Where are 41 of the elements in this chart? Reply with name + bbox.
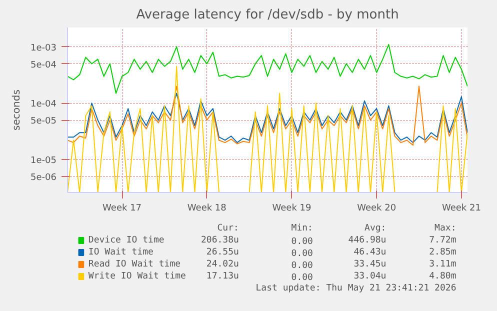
y-tick-label: 1e-04 xyxy=(30,100,57,110)
text: Cur: xyxy=(217,224,239,234)
text: Min: xyxy=(291,224,313,234)
legend-label: Write IO Wait time xyxy=(88,272,186,282)
text: 0.00 xyxy=(291,237,313,247)
y-tick-label: 1e-05 xyxy=(30,156,57,166)
text: 3.11m xyxy=(429,260,456,270)
text: 17.13u xyxy=(206,272,239,282)
y-axis-title: seconds xyxy=(12,90,23,130)
line-series xyxy=(68,86,468,146)
text: 0.00 xyxy=(291,273,313,283)
legend-label: Read IO Wait time xyxy=(88,260,181,270)
text: 2.85m xyxy=(429,248,456,258)
text: 7.72m xyxy=(429,236,456,246)
line-series xyxy=(68,44,468,94)
x-tick-label: Week 19 xyxy=(272,204,312,214)
x-tick-label: Week 21 xyxy=(442,204,481,214)
text: 206.38u xyxy=(201,236,239,246)
text: 46.43u xyxy=(354,248,386,258)
text: 24.02u xyxy=(206,260,239,270)
y-tick-label: 1e-03 xyxy=(30,43,57,54)
x-tick-label: Week 17 xyxy=(102,204,142,214)
text: 446.98u xyxy=(348,236,386,246)
text: Max: xyxy=(434,224,456,234)
y-tick-label: 5e-06 xyxy=(30,172,57,183)
text: Last update: Thu May 21 23:41:21 2026 xyxy=(256,284,456,294)
line-series xyxy=(68,92,468,144)
text: 0.00 xyxy=(291,261,313,271)
y-tick-label: 5e-04 xyxy=(30,60,57,70)
text: Avg: xyxy=(364,224,386,234)
text: 0.00 xyxy=(291,249,313,259)
legend-label: IO Wait time xyxy=(88,248,154,258)
chart-title: Average latency for /dev/sdb - by month xyxy=(136,8,399,22)
x-tick-label: Week 20 xyxy=(357,204,396,214)
x-tick-label: Week 18 xyxy=(187,204,227,214)
text: 33.04u xyxy=(354,272,386,282)
legend-label: Device IO time xyxy=(88,236,164,246)
text: 26.55u xyxy=(206,248,239,258)
y-tick-label: 5e-05 xyxy=(30,116,57,127)
text: 4.80m xyxy=(429,272,456,282)
text: 33.45u xyxy=(354,260,386,270)
